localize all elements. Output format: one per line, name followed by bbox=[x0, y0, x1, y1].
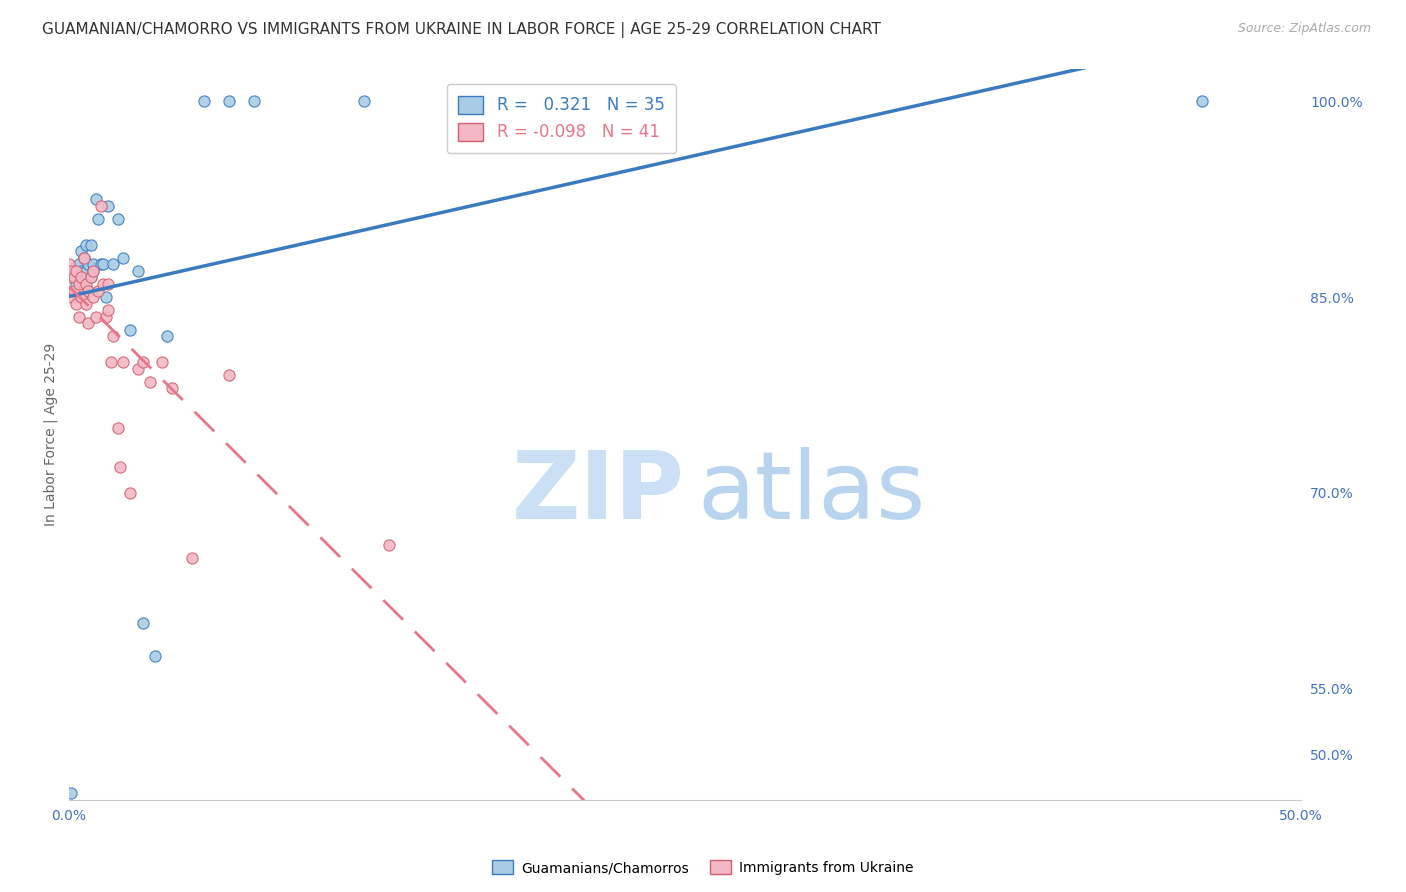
Point bbox=[82, 257, 104, 271]
Point bbox=[77, 257, 100, 271]
Point bbox=[82, 264, 104, 278]
Point bbox=[75, 264, 97, 278]
Point bbox=[100, 355, 122, 369]
Point bbox=[65, 277, 87, 291]
Point bbox=[65, 264, 87, 278]
Point bbox=[80, 270, 103, 285]
Point bbox=[101, 257, 124, 271]
Point bbox=[84, 192, 107, 206]
Point bbox=[139, 375, 162, 389]
Point bbox=[94, 290, 117, 304]
Point bbox=[378, 538, 401, 552]
Text: ZIP: ZIP bbox=[512, 447, 685, 539]
Point bbox=[97, 277, 120, 291]
Point bbox=[111, 355, 134, 369]
Point bbox=[353, 94, 375, 108]
Text: atlas: atlas bbox=[697, 447, 925, 539]
Point bbox=[77, 316, 100, 330]
Point bbox=[107, 420, 129, 434]
Point bbox=[60, 264, 83, 278]
Point bbox=[156, 329, 179, 343]
Point bbox=[87, 284, 110, 298]
Point bbox=[110, 459, 132, 474]
Point bbox=[75, 277, 97, 291]
Legend: Guamanians/Chamorros, Immigrants from Ukraine: Guamanians/Chamorros, Immigrants from Uk… bbox=[486, 855, 920, 880]
Point bbox=[58, 257, 80, 271]
Point bbox=[70, 290, 93, 304]
Point bbox=[84, 310, 107, 324]
Y-axis label: In Labor Force | Age 25-29: In Labor Force | Age 25-29 bbox=[44, 343, 58, 525]
Point bbox=[75, 237, 97, 252]
Point bbox=[97, 199, 120, 213]
Point bbox=[180, 551, 202, 566]
Point bbox=[70, 270, 93, 285]
Point bbox=[65, 296, 87, 310]
Point bbox=[70, 244, 93, 259]
Point bbox=[127, 362, 149, 376]
Point bbox=[62, 284, 84, 298]
Point bbox=[72, 251, 94, 265]
Point bbox=[75, 296, 97, 310]
Point bbox=[60, 786, 83, 800]
Point bbox=[77, 284, 100, 298]
Point bbox=[67, 257, 90, 271]
Point bbox=[160, 381, 183, 395]
Point bbox=[90, 257, 112, 271]
Point bbox=[72, 277, 94, 291]
Point bbox=[87, 211, 110, 226]
Point bbox=[127, 264, 149, 278]
Point bbox=[111, 251, 134, 265]
Point bbox=[77, 284, 100, 298]
Point bbox=[97, 303, 120, 318]
Point bbox=[120, 486, 142, 500]
Point bbox=[218, 368, 240, 383]
Point bbox=[58, 270, 80, 285]
Point bbox=[107, 211, 129, 226]
Point bbox=[120, 323, 142, 337]
Point bbox=[80, 270, 103, 285]
Point bbox=[91, 277, 114, 291]
Point bbox=[67, 270, 90, 285]
Point bbox=[67, 310, 90, 324]
Point bbox=[80, 237, 103, 252]
Text: Source: ZipAtlas.com: Source: ZipAtlas.com bbox=[1237, 22, 1371, 36]
Point bbox=[218, 94, 240, 108]
Point bbox=[94, 310, 117, 324]
Text: GUAMANIAN/CHAMORRO VS IMMIGRANTS FROM UKRAINE IN LABOR FORCE | AGE 25-29 CORRELA: GUAMANIAN/CHAMORRO VS IMMIGRANTS FROM UK… bbox=[42, 22, 882, 38]
Point bbox=[193, 94, 215, 108]
Point bbox=[60, 290, 83, 304]
Point bbox=[82, 290, 104, 304]
Point bbox=[72, 251, 94, 265]
Point bbox=[101, 329, 124, 343]
Point bbox=[62, 270, 84, 285]
Point bbox=[131, 616, 153, 631]
Point bbox=[82, 264, 104, 278]
Legend: R =   0.321   N = 35, R = -0.098   N = 41: R = 0.321 N = 35, R = -0.098 N = 41 bbox=[447, 84, 676, 153]
Point bbox=[242, 94, 264, 108]
Point bbox=[150, 355, 173, 369]
Point bbox=[131, 355, 153, 369]
Point bbox=[70, 264, 93, 278]
Point bbox=[90, 199, 112, 213]
Point bbox=[1191, 94, 1213, 108]
Point bbox=[67, 277, 90, 291]
Point bbox=[143, 649, 166, 664]
Point bbox=[91, 257, 114, 271]
